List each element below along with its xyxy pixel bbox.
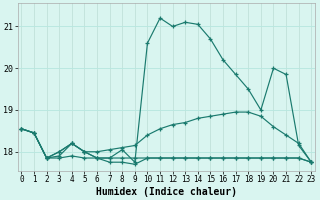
X-axis label: Humidex (Indice chaleur): Humidex (Indice chaleur): [96, 186, 237, 197]
